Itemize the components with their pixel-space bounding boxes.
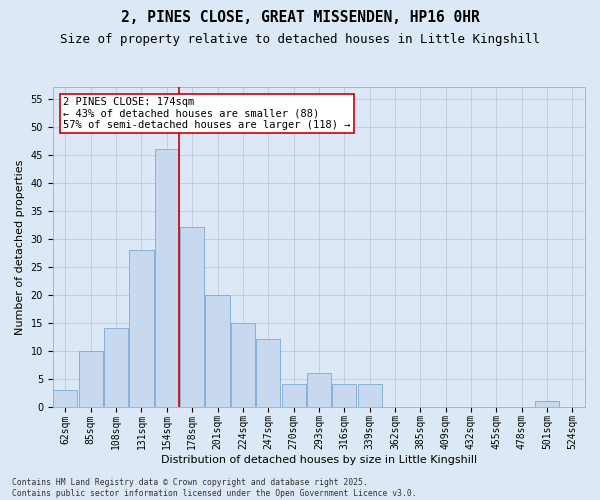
Bar — [53, 390, 77, 406]
Bar — [79, 350, 103, 406]
Text: Contains HM Land Registry data © Crown copyright and database right 2025.
Contai: Contains HM Land Registry data © Crown c… — [12, 478, 416, 498]
X-axis label: Distribution of detached houses by size in Little Kingshill: Distribution of detached houses by size … — [161, 455, 477, 465]
Bar — [104, 328, 128, 406]
Text: 2 PINES CLOSE: 174sqm
← 43% of detached houses are smaller (88)
57% of semi-deta: 2 PINES CLOSE: 174sqm ← 43% of detached … — [64, 97, 351, 130]
Bar — [307, 373, 331, 406]
Bar — [130, 250, 154, 406]
Bar — [332, 384, 356, 406]
Bar — [281, 384, 305, 406]
Bar — [256, 340, 280, 406]
Bar — [180, 228, 204, 406]
Bar — [205, 294, 230, 406]
Text: 2, PINES CLOSE, GREAT MISSENDEN, HP16 0HR: 2, PINES CLOSE, GREAT MISSENDEN, HP16 0H… — [121, 10, 479, 25]
Text: Size of property relative to detached houses in Little Kingshill: Size of property relative to detached ho… — [60, 32, 540, 46]
Bar — [155, 149, 179, 406]
Bar — [231, 322, 255, 406]
Bar — [535, 401, 559, 406]
Y-axis label: Number of detached properties: Number of detached properties — [15, 160, 25, 334]
Bar — [358, 384, 382, 406]
